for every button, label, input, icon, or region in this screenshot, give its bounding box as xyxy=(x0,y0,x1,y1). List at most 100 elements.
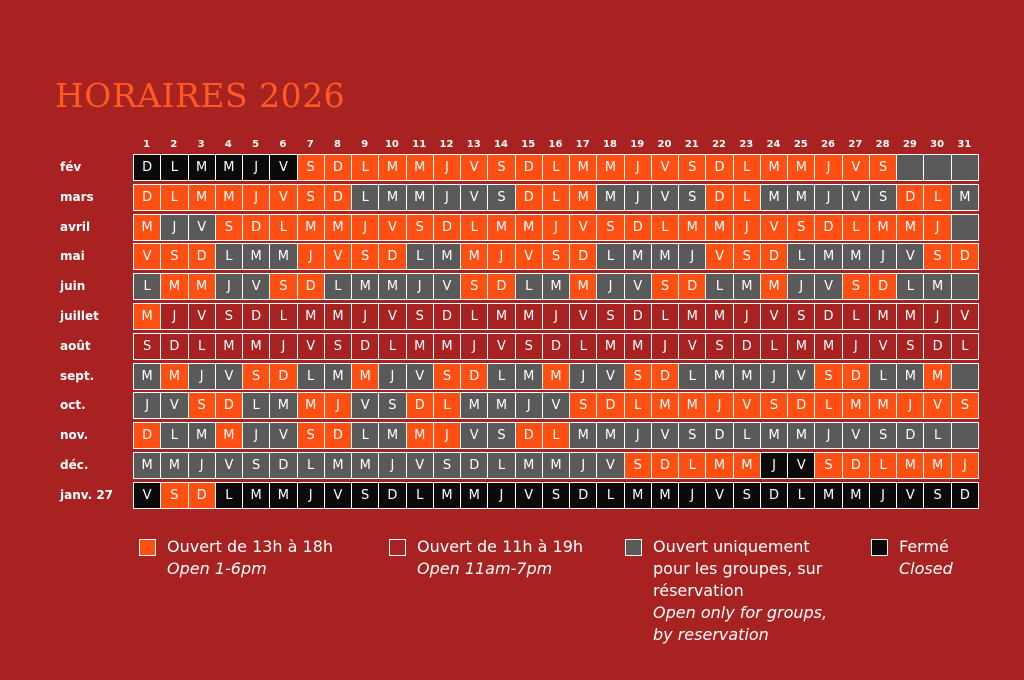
day-cell: M xyxy=(541,452,571,479)
day-cell: D xyxy=(705,183,734,211)
day-number: 30 xyxy=(930,139,945,150)
day-cell: L xyxy=(214,243,244,271)
day-cell: M xyxy=(650,392,680,420)
day-cell: D xyxy=(787,392,816,420)
day-cell: D xyxy=(759,481,789,509)
day-cell: M xyxy=(868,392,898,420)
day-number: 8 xyxy=(333,139,341,150)
day-cell: V xyxy=(405,362,434,390)
month-label: août xyxy=(60,338,91,353)
red-swatch xyxy=(389,539,406,556)
day-cell: S xyxy=(868,183,898,211)
day-cell: D xyxy=(214,392,244,420)
day-cell: S xyxy=(269,273,298,301)
day-cell: D xyxy=(814,303,843,330)
day-cell: J xyxy=(678,243,707,271)
day-cell: S xyxy=(705,332,734,360)
day-cell: D xyxy=(705,154,734,181)
day-cell: L xyxy=(242,392,271,420)
legend-fr-line3: réservation xyxy=(653,581,744,600)
day-cell: S xyxy=(596,213,625,241)
day-cell: V xyxy=(296,332,325,360)
day-cell: V xyxy=(269,154,298,181)
day-cell: M xyxy=(514,213,543,241)
day-cell: V xyxy=(650,422,680,450)
day-cell: D xyxy=(432,303,462,330)
day-cell: V xyxy=(759,303,789,330)
day-cell: J xyxy=(214,273,244,301)
day-cell: M xyxy=(569,273,598,301)
day-cell: L xyxy=(950,332,979,360)
day-cell: V xyxy=(460,183,489,211)
day-cell: J xyxy=(841,332,870,360)
day-cell: J xyxy=(460,332,489,360)
day-cell: J xyxy=(541,303,571,330)
day-cell: S xyxy=(323,332,353,360)
day-cell: D xyxy=(323,422,353,450)
legend-text: Fermé Closed xyxy=(899,536,953,580)
day-number: 10 xyxy=(384,139,399,150)
day-cell: V xyxy=(160,392,189,420)
day-cell: J xyxy=(814,154,843,181)
day-cell: D xyxy=(378,243,407,271)
day-number: 4 xyxy=(224,139,232,150)
day-cell: V xyxy=(923,392,952,420)
day-cell: J xyxy=(623,154,652,181)
day-cell: L xyxy=(678,362,707,390)
day-cell xyxy=(950,362,979,390)
day-cell: S xyxy=(787,303,816,330)
day-cell: L xyxy=(541,422,571,450)
day-cell: L xyxy=(214,481,244,509)
day-cell: L xyxy=(405,481,434,509)
day-cell: J xyxy=(787,273,816,301)
day-cell: S xyxy=(950,392,979,420)
day-cell: V xyxy=(187,213,216,241)
day-cell: J xyxy=(187,362,216,390)
day-cell: M xyxy=(269,481,298,509)
day-cell: V xyxy=(405,452,434,479)
day-cell: M xyxy=(787,154,816,181)
day-cell: S xyxy=(596,303,625,330)
day-cell: L xyxy=(841,213,870,241)
day-cell: M xyxy=(405,422,434,450)
day-cell: L xyxy=(351,183,380,211)
day-cell xyxy=(950,422,979,450)
day-cell: D xyxy=(650,362,680,390)
day-cell: V xyxy=(187,303,216,330)
day-cell: J xyxy=(759,452,789,479)
day-cell: J xyxy=(296,481,325,509)
month-label: juillet xyxy=(60,309,99,323)
day-cell: V xyxy=(432,273,462,301)
day-cell: J xyxy=(242,154,271,181)
day-cell: J xyxy=(732,213,761,241)
day-cell: M xyxy=(759,183,789,211)
day-cell: V xyxy=(269,422,298,450)
day-cell: D xyxy=(378,481,407,509)
day-cell: S xyxy=(814,452,843,479)
day-cell: M xyxy=(133,362,162,390)
day-cell: J xyxy=(923,303,952,330)
day-cell: L xyxy=(133,273,162,301)
day-cell: M xyxy=(759,422,789,450)
day-cell: V xyxy=(242,273,271,301)
day-cell: M xyxy=(214,154,244,181)
day-cell: L xyxy=(541,183,571,211)
black-swatch xyxy=(871,539,888,556)
day-number: 16 xyxy=(548,139,563,150)
day-cell: L xyxy=(650,303,680,330)
day-cell: M xyxy=(514,303,543,330)
day-cell: J xyxy=(923,213,952,241)
day-cell: V xyxy=(678,332,707,360)
day-cell: J xyxy=(432,183,462,211)
day-cell: M xyxy=(541,273,571,301)
month-label: nov. xyxy=(60,428,89,443)
day-cell: D xyxy=(514,154,543,181)
day-cell: M xyxy=(323,362,353,390)
day-cell: L xyxy=(323,273,353,301)
day-cell: M xyxy=(460,243,489,271)
day-cell: M xyxy=(351,273,380,301)
